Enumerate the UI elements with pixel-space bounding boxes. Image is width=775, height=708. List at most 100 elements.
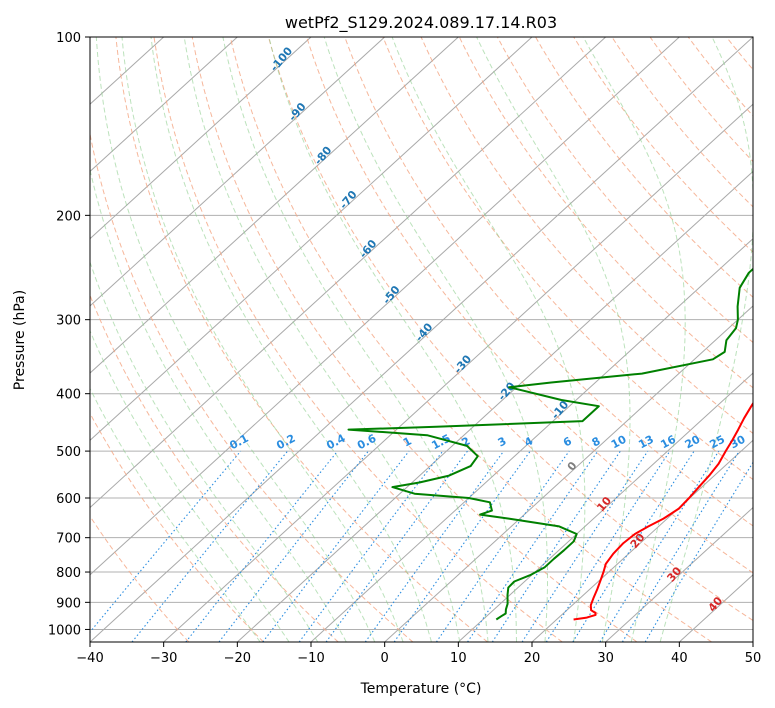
y-tick-label: 500 bbox=[56, 445, 81, 460]
sounding-profiles bbox=[347, 267, 753, 621]
dry-adiabat-label: -50 bbox=[380, 283, 403, 307]
x-tick-label: −20 bbox=[224, 651, 251, 666]
dry-adiabat-line bbox=[306, 37, 753, 574]
y-tick-label: 100 bbox=[56, 31, 81, 46]
mixing-ratio-line bbox=[364, 450, 505, 642]
dry-adiabat-line bbox=[90, 412, 264, 642]
dry-adiabat-line bbox=[344, 37, 753, 527]
x-tick-label: −30 bbox=[150, 651, 177, 666]
mixing-ratio-label: 25 bbox=[707, 433, 727, 452]
mixing-ratio-line bbox=[262, 450, 410, 642]
dry-adiabat-line bbox=[726, 37, 753, 71]
dry-adiabat-line bbox=[90, 293, 339, 642]
moist-adiabat-line bbox=[582, 37, 686, 642]
y-tick-label: 300 bbox=[56, 314, 81, 329]
dry-adiabat-line bbox=[458, 37, 753, 389]
moist-adiabat-line bbox=[391, 37, 586, 642]
dry-adiabat-label: 0 bbox=[565, 459, 580, 473]
dry-adiabat-line bbox=[229, 37, 712, 642]
dry-adiabat-line bbox=[496, 37, 753, 344]
background-lines bbox=[90, 37, 775, 642]
mixing-ratio-label: 8 bbox=[590, 434, 603, 449]
moist-adiabat-line bbox=[323, 37, 548, 642]
moist-adiabat-line bbox=[659, 37, 753, 642]
mixing-ratio-label: 10 bbox=[609, 433, 629, 452]
moist-adiabat-line bbox=[222, 37, 489, 642]
mixing-ratio-label: 1 bbox=[401, 434, 414, 449]
dry-adiabat-line bbox=[535, 37, 753, 298]
dry-adiabat-line bbox=[611, 37, 753, 208]
x-tick-label: 50 bbox=[745, 651, 762, 666]
dry-adiabat-label: 20 bbox=[628, 531, 648, 551]
x-tick-label: 20 bbox=[524, 651, 541, 666]
dry-adiabat-label: 30 bbox=[665, 564, 685, 584]
x-tick-label: 10 bbox=[450, 651, 467, 666]
moist-adiabat-line bbox=[90, 167, 347, 642]
dry-adiabat-label: 40 bbox=[706, 594, 726, 614]
dry-adiabat-line bbox=[90, 131, 414, 642]
mixing-ratio-line bbox=[325, 450, 468, 642]
y-tick-label: 200 bbox=[56, 209, 81, 224]
dry-adiabat-line bbox=[687, 37, 753, 117]
x-tick-label: 30 bbox=[597, 651, 614, 666]
dry-adiabat-line bbox=[90, 515, 190, 642]
mixing-ratio-line bbox=[545, 450, 671, 642]
moist-adiabat-line bbox=[476, 37, 631, 642]
y-tick-label: 800 bbox=[56, 566, 81, 581]
dry-adiabat-line bbox=[420, 37, 753, 434]
isotherm-line bbox=[90, 37, 312, 240]
dry-adiabat-line bbox=[765, 37, 775, 642]
isotherm-line bbox=[90, 37, 533, 442]
mixing-ratio-line bbox=[621, 450, 740, 642]
moist-adiabat-line bbox=[90, 329, 290, 642]
dry-adiabat-label: -20 bbox=[495, 379, 518, 403]
moist-adiabat-line bbox=[183, 37, 461, 642]
mixing-ratio-line bbox=[491, 450, 621, 642]
temperature-profile-line bbox=[573, 401, 753, 621]
y-tick-label: 1000 bbox=[48, 623, 81, 638]
dry-adiabat-line bbox=[268, 37, 753, 622]
y-tick-label: 400 bbox=[56, 388, 81, 403]
isotherm-line bbox=[531, 439, 753, 642]
chart-title: wetPf2_S129.2024.089.17.14.R03 bbox=[285, 13, 557, 33]
isotherm-line bbox=[752, 641, 753, 642]
mixing-ratio-label: 0.4 bbox=[324, 432, 348, 453]
mixing-ratio-line bbox=[435, 450, 570, 642]
mixing-ratio-label: 6 bbox=[561, 434, 574, 449]
mixing-ratio-line bbox=[393, 450, 531, 642]
plot-frame bbox=[89, 36, 754, 643]
x-tick-label: 40 bbox=[671, 651, 688, 666]
isotherm-line bbox=[90, 37, 238, 173]
dry-adiabat-label: -30 bbox=[451, 352, 474, 376]
y-tick-label: 600 bbox=[56, 492, 81, 507]
dry-adiabat-label: -80 bbox=[312, 144, 335, 168]
isotherm-line bbox=[90, 37, 459, 374]
x-axis: −40 −30 −20 −10 0 10 20 30 40 50 bbox=[76, 642, 761, 666]
isotherm-line bbox=[384, 305, 753, 642]
moist-adiabat-line bbox=[121, 37, 404, 642]
mixing-ratio-label: 16 bbox=[658, 433, 678, 452]
dry-adiabat-line bbox=[115, 37, 488, 642]
mixing-ratio-label: 0.1 bbox=[227, 432, 250, 453]
mixing-ratio-label: 13 bbox=[636, 433, 656, 452]
isotherm-line bbox=[90, 37, 680, 576]
mixing-ratio-label: 2 bbox=[459, 434, 472, 449]
mixing-ratio-line bbox=[644, 461, 753, 642]
mixing-ratio-line bbox=[185, 450, 339, 642]
dry-adiabat-label: -70 bbox=[337, 188, 360, 212]
moist-adiabat-line bbox=[268, 37, 517, 642]
x-axis-label: Temperature (°C) bbox=[360, 681, 482, 697]
moist-adiabat-line bbox=[90, 387, 261, 642]
isotherm-line bbox=[457, 372, 753, 642]
moist-adiabat-line bbox=[90, 260, 319, 642]
mixing-ratio-line bbox=[467, 450, 599, 642]
isotherm-line bbox=[90, 37, 386, 307]
mixing-ratio-line bbox=[599, 450, 720, 642]
y-tick-label: 900 bbox=[56, 596, 81, 611]
mixing-ratio-line bbox=[131, 450, 289, 642]
dry-adiabat-label: 10 bbox=[594, 494, 614, 514]
isotherm-line bbox=[90, 37, 753, 642]
dry-adiabat-line bbox=[649, 37, 753, 163]
dry-adiabat-line bbox=[191, 37, 638, 642]
dewpoint-profile-line bbox=[347, 267, 753, 621]
